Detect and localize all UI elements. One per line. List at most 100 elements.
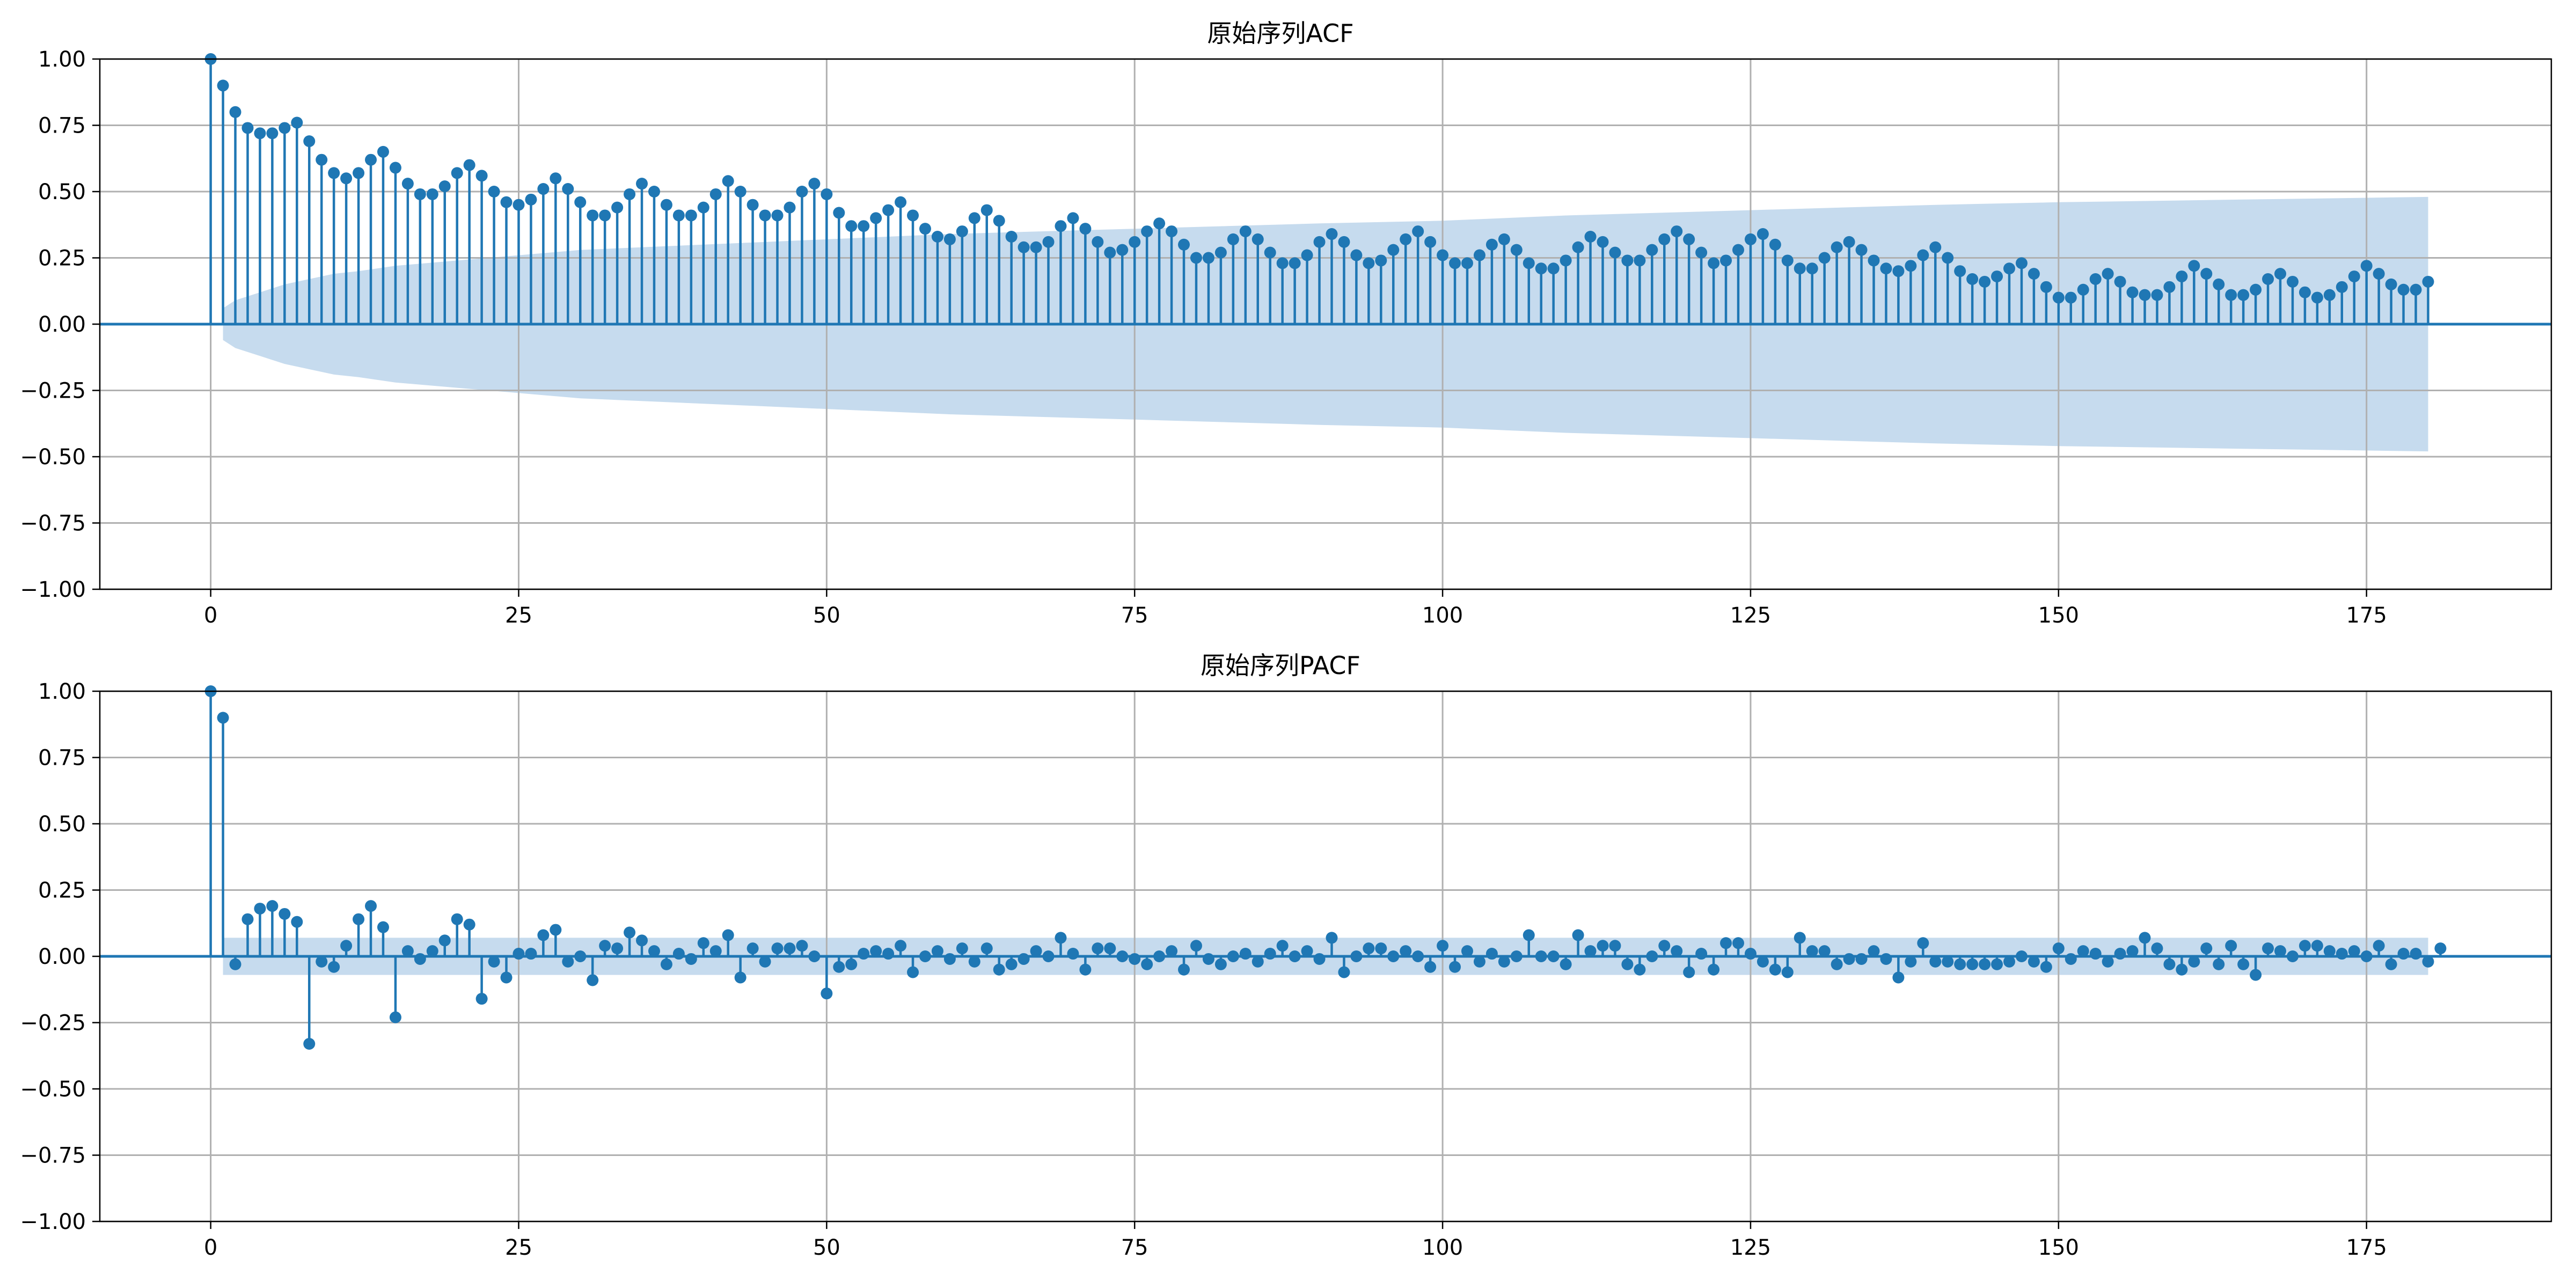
- pacf-marker: [1424, 961, 1437, 973]
- acf-marker: [1781, 254, 1794, 267]
- acf-marker: [328, 167, 340, 179]
- acf-marker: [1153, 217, 1166, 230]
- pacf-marker: [1806, 945, 1818, 957]
- acf-marker: [1400, 233, 1412, 245]
- acf-marker: [980, 204, 993, 216]
- acf-marker: [488, 186, 500, 197]
- pacf-marker: [1892, 971, 1905, 984]
- acf-marker: [254, 127, 266, 140]
- acf-marker: [1942, 252, 1954, 264]
- acf-marker: [2299, 286, 2311, 298]
- pacf-marker: [1252, 955, 1264, 968]
- acf-marker: [1387, 244, 1400, 256]
- pacf-marker: [1055, 932, 1067, 944]
- pacf-y-tick-label: 1.00: [38, 679, 86, 704]
- pacf-marker: [2163, 958, 2176, 970]
- pacf-marker: [1276, 940, 1289, 952]
- pacf-marker: [1202, 953, 1214, 965]
- pacf-marker: [1597, 940, 1609, 952]
- pacf-marker: [2373, 940, 2385, 952]
- pacf-marker: [882, 948, 895, 960]
- pacf-marker: [1942, 955, 1954, 968]
- acf-marker: [1757, 228, 1769, 240]
- pacf-marker: [1129, 953, 1141, 965]
- pacf-marker: [1769, 963, 1781, 976]
- acf-marker: [2385, 278, 2397, 290]
- pacf-marker: [475, 993, 488, 1005]
- pacf-marker: [968, 955, 980, 968]
- acf-marker: [2323, 289, 2336, 301]
- pacf-marker: [1732, 937, 1744, 949]
- acf-marker: [858, 220, 870, 232]
- pacf-marker: [340, 940, 353, 952]
- pacf-marker: [697, 937, 709, 949]
- pacf-marker: [389, 1011, 401, 1023]
- acf-x-tick-label: 125: [1730, 603, 1771, 628]
- pacf-y-tick-label: 0.00: [38, 945, 86, 969]
- pacf-marker: [808, 950, 821, 962]
- pacf-marker: [1350, 950, 1363, 962]
- acf-marker: [1843, 236, 1855, 248]
- acf-marker: [1929, 241, 1942, 253]
- acf-marker: [1104, 246, 1116, 259]
- acf-marker: [796, 186, 808, 197]
- acf-marker: [401, 178, 414, 190]
- acf-x-tick-label: 75: [1121, 603, 1148, 628]
- pacf-marker: [1991, 958, 2003, 970]
- pacf-marker: [636, 934, 648, 947]
- acf-marker: [1018, 241, 1030, 253]
- pacf-marker: [587, 974, 599, 986]
- pacf-marker: [1547, 950, 1560, 962]
- acf-marker: [279, 122, 291, 134]
- pacf-marker: [1227, 950, 1239, 962]
- acf-marker: [845, 220, 858, 232]
- acf-marker: [1855, 244, 1868, 256]
- pacf-marker: [796, 940, 808, 952]
- acf-marker: [697, 201, 709, 214]
- acf-title: 原始序列ACF: [1207, 19, 1353, 48]
- acf-marker: [291, 116, 303, 129]
- pacf-marker: [574, 950, 587, 962]
- acf-marker: [1892, 265, 1905, 277]
- acf-x-tick-label: 25: [505, 603, 532, 628]
- acf-marker: [771, 209, 784, 222]
- acf-marker: [1030, 241, 1042, 253]
- acf-x-tick-label: 150: [2038, 603, 2079, 628]
- acf-marker: [919, 223, 931, 235]
- acf-marker: [2151, 289, 2163, 301]
- pacf-marker: [1301, 945, 1313, 957]
- pacf-marker: [1437, 940, 1449, 952]
- acf-marker: [1129, 236, 1141, 248]
- pacf-marker: [1178, 963, 1190, 976]
- acf-marker: [1806, 262, 1818, 275]
- acf-marker: [1646, 244, 1658, 256]
- acf-marker: [1424, 236, 1437, 248]
- pacf-marker: [2089, 948, 2102, 960]
- acf-y-tick-label: −0.50: [20, 445, 86, 470]
- pacf-marker: [1461, 945, 1473, 957]
- acf-y-tick-label: −0.25: [20, 379, 86, 404]
- acf-marker: [1547, 262, 1560, 275]
- acf-marker: [1326, 228, 1338, 240]
- pacf-marker: [1609, 940, 1621, 952]
- pacf-y-tick-label: 0.50: [38, 812, 86, 837]
- acf-panel: 0 25 50 75 100 125 150 175 −1.00 −0.75 −0.50 −0.25 0…: [20, 19, 2552, 628]
- pacf-marker: [1929, 955, 1942, 968]
- acf-marker: [1720, 254, 1732, 267]
- pacf-marker: [1671, 945, 1683, 957]
- pacf-x-tick-label: 125: [1730, 1235, 1771, 1260]
- acf-marker: [1609, 246, 1621, 259]
- acf-marker: [784, 201, 796, 214]
- pacf-marker: [722, 929, 734, 941]
- acf-marker: [1708, 257, 1720, 269]
- acf-marker: [599, 209, 611, 222]
- pacf-marker: [1757, 955, 1769, 968]
- pacf-marker: [931, 945, 943, 957]
- pacf-x-tick-label: 100: [1422, 1235, 1463, 1260]
- pacf-marker: [648, 945, 660, 957]
- pacf-x-tick-label: 25: [505, 1235, 532, 1260]
- acf-marker: [340, 172, 353, 185]
- acf-y-tick-label: 0.00: [38, 312, 86, 337]
- acf-marker: [2003, 262, 2015, 275]
